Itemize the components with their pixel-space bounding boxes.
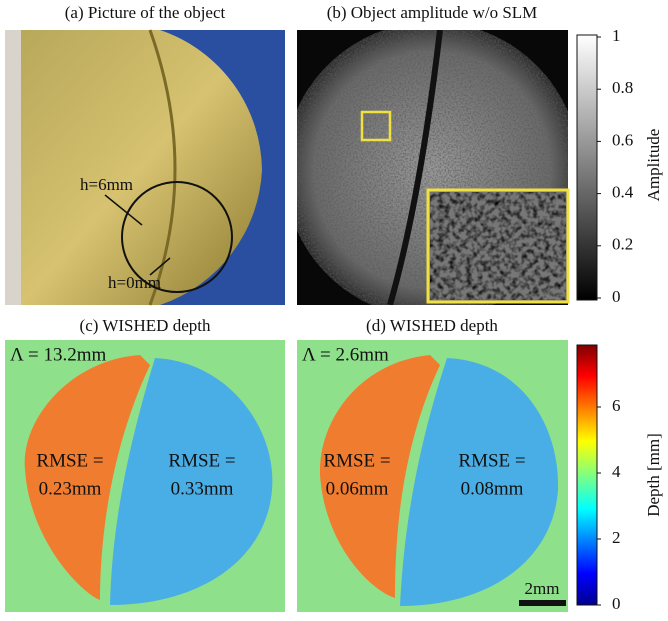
- tick-label: 6: [612, 396, 621, 415]
- colorbar-label: Amplitude: [644, 129, 663, 202]
- rmse: RMSE =: [36, 450, 103, 471]
- tick-label: 0: [612, 287, 621, 306]
- rmse: 0.06mm: [326, 478, 389, 499]
- tick-label: 0.6: [612, 130, 633, 149]
- annotation: h=6mm: [80, 175, 133, 194]
- tick-label: 4: [612, 462, 621, 481]
- tick-label: 0.2: [612, 235, 633, 254]
- figure: (a) Picture of the object h=6mm h=0mm (b…: [0, 0, 668, 621]
- colorbar: [577, 345, 597, 605]
- annotation: h=0mm: [108, 273, 161, 292]
- scale-bar: [519, 600, 566, 606]
- rmse: RMSE =: [168, 450, 235, 471]
- panel-title: (b) Object amplitude w/o SLM: [327, 3, 538, 22]
- photo: [5, 30, 285, 305]
- rmse: 0.33mm: [171, 478, 234, 499]
- rmse: 0.08mm: [461, 478, 524, 499]
- colorbar-label: Depth [mm]: [644, 433, 663, 517]
- rmse: 0.23mm: [39, 478, 102, 499]
- tick-label: 2: [612, 528, 621, 547]
- lambda: Λ = 13.2mm: [10, 344, 107, 365]
- tick-label: 0: [612, 594, 621, 613]
- tick-label: 1: [612, 26, 621, 45]
- panel-title: (a) Picture of the object: [65, 3, 226, 22]
- depth-map: [297, 340, 568, 612]
- depth-map: [5, 340, 285, 612]
- lambda: Λ = 2.6mm: [302, 344, 389, 365]
- colorbar-ticks: 0 2 4 6: [597, 396, 621, 613]
- rmse: RMSE =: [323, 450, 390, 471]
- tick-label: 0.4: [612, 183, 634, 202]
- panel-title: (d) WISHED depth: [366, 316, 498, 335]
- colorbar-ticks: 1 0.8 0.6 0.4 0.2 0: [597, 26, 634, 306]
- scale-bar-label: 2mm: [525, 579, 560, 598]
- panel-title: (c) WISHED depth: [80, 316, 211, 335]
- tick-label: 0.8: [612, 78, 633, 97]
- inset-texture: [430, 192, 566, 300]
- rmse: RMSE =: [458, 450, 525, 471]
- colorbar: [577, 35, 597, 300]
